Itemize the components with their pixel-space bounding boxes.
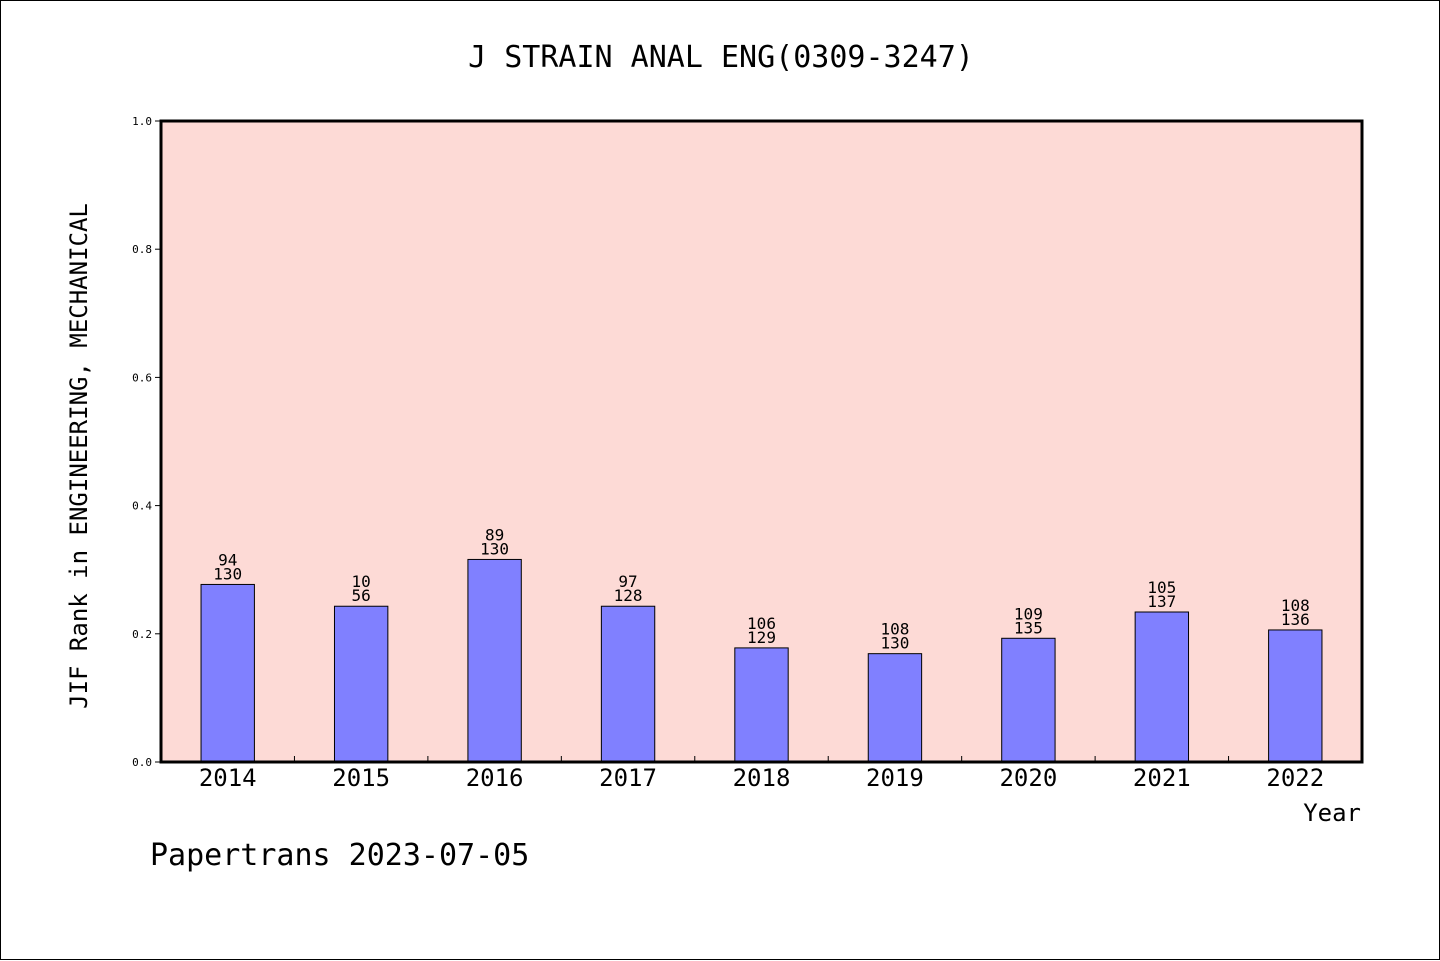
x-tick-label-2017: 2017 [599, 764, 657, 792]
x-tick-label-2016: 2016 [466, 764, 524, 792]
x-tick-label-2022: 2022 [1266, 764, 1324, 792]
y-tick-label: 0.4 [132, 500, 152, 513]
y-tick-label: 0.2 [132, 628, 152, 641]
x-tick-label-2018: 2018 [733, 764, 791, 792]
y-axis-ticks: 0.0 0.2 0.4 0.6 0.8 1.0 [132, 115, 161, 769]
bar-2021 [1134, 611, 1190, 763]
bar-2017 [600, 605, 656, 763]
bar-2018 [734, 647, 789, 763]
bar-2016 [467, 558, 522, 763]
bar-total-label-2019: 130 [880, 634, 909, 653]
bar-rank-label-2021: 105 [1147, 578, 1176, 597]
bars-layer [200, 558, 1323, 763]
bar-rank-label-2015: 10 [352, 572, 371, 591]
y-tick-label: 1.0 [132, 115, 152, 128]
bar-total-label-2018: 129 [747, 628, 776, 647]
bar-rank-label-2019: 108 [880, 620, 909, 639]
bar-total-label-2021: 137 [1147, 592, 1176, 611]
bar-2019 [867, 653, 923, 763]
x-axis-label: Year [1303, 799, 1361, 827]
bar-rank-label-2022: 108 [1281, 596, 1310, 615]
bar-rank-label-2017: 97 [618, 572, 637, 591]
bar-rank-label-2020: 109 [1014, 604, 1043, 623]
x-tick-label-2020: 2020 [999, 764, 1057, 792]
bar-rank-label-2014: 94 [218, 550, 237, 569]
y-tick-label: 0.6 [132, 371, 152, 384]
x-tick-label-2019: 2019 [866, 764, 924, 792]
bar-2014 [200, 583, 255, 763]
y-tick-label: 0.0 [132, 756, 152, 769]
x-tick-label-2015: 2015 [332, 764, 390, 792]
bar-total-label-2016: 130 [480, 539, 509, 558]
x-tick-label-2014: 2014 [199, 764, 257, 792]
bar-rank-label-2018: 106 [747, 614, 776, 633]
footer-credit: Papertrans 2023-07-05 [150, 838, 529, 873]
bar-rank-label-2016: 89 [485, 525, 504, 544]
bar-total-label-2020: 135 [1014, 618, 1043, 637]
bar-2020 [1001, 637, 1056, 763]
bar-2022 [1268, 629, 1323, 763]
plot-border [159, 119, 1364, 764]
chart-title: J STRAIN ANAL ENG(0309-3247) [468, 40, 974, 75]
bar-total-label-2014: 130 [213, 564, 242, 583]
x-axis-ticks: 2014 2015 2016 2017 2018 2019 2020 2021 2022 [199, 756, 1324, 792]
bar-total-label-2015: 56 [352, 586, 371, 605]
bar-total-label-2022: 136 [1281, 610, 1310, 629]
y-axis-label: JIF Rank in ENGINEERING, MECHANICAL [65, 203, 93, 709]
y-tick-label: 0.8 [132, 243, 152, 256]
bar-total-label-2017: 128 [614, 586, 643, 605]
bar-2015 [333, 605, 389, 763]
x-tick-label-2021: 2021 [1133, 764, 1191, 792]
